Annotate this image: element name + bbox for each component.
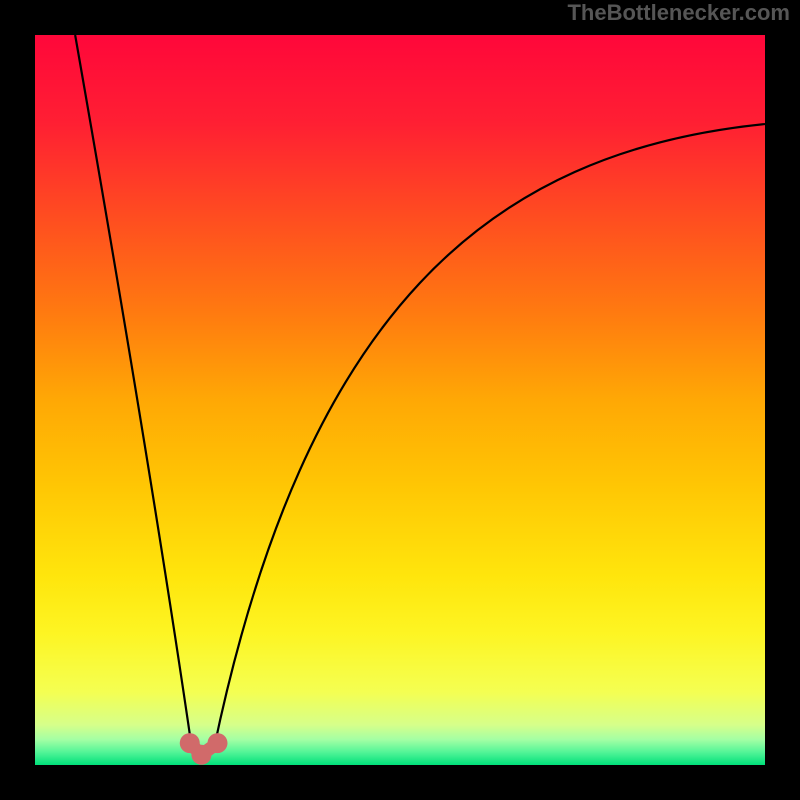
chart-stage: TheBottlenecker.com <box>0 0 800 800</box>
chart-svg <box>0 0 800 800</box>
